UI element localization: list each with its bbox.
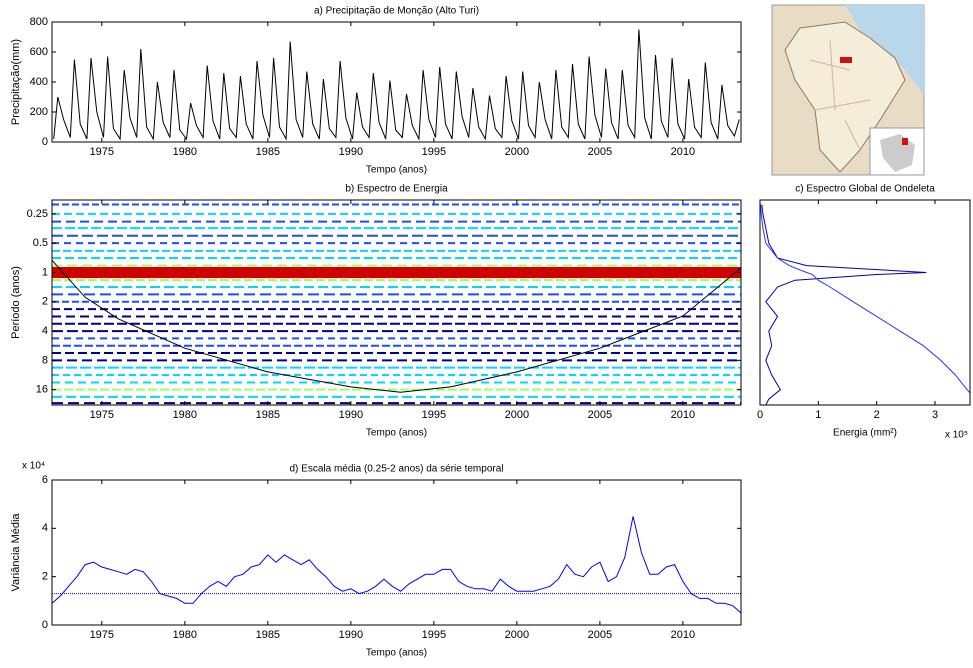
x-axis-label: Tempo (anos) [366,648,427,659]
x-tick-label: 2005 [588,409,612,421]
panel: 1975 1980 1985 1990 1995 2000 2005 2010 0 2 4 6 d) E… [10,461,742,659]
x-multiplier: x 10⁵ [945,430,968,441]
y-tick-label: 0 [42,619,48,631]
y-tick-label: 200 [30,106,48,118]
x-tick-label: 1975 [90,409,114,421]
panel: 0 1 2 3 c) Espectro Global de Ondeleta Energi… [757,184,971,441]
x-tick-label: 1990 [339,146,363,158]
plot-area [52,203,741,405]
y-tick-label: 6 [42,474,48,486]
x-tick-label: 2000 [505,409,529,421]
axes-frame [51,21,742,143]
y-tick-label: 800 [30,16,48,28]
y-tick-label: 0.5 [33,237,48,249]
x-tick-label: 2 [874,409,880,421]
y-tick-label: 0 [42,136,48,148]
x-tick-label: 1985 [256,146,280,158]
axes-frame [759,199,971,406]
x-tick-label: 1975 [90,629,114,641]
x-tick-label: 3 [932,409,938,421]
x-tick-label: 2010 [671,146,695,158]
panel-title: c) Espectro Global de Ondeleta [795,184,935,195]
y-tick-label: 0.25 [27,208,48,220]
x-tick-label: 1995 [422,146,446,158]
x-tick-label: 2000 [505,146,529,158]
panel: 1975 1980 1985 1990 1995 2000 2005 2010 0.25 0.5 1… [10,184,742,439]
x-tick-label: 1980 [173,146,197,158]
y-tick-label: 4 [42,522,48,534]
map-sea [845,5,924,95]
map-borders [809,39,871,151]
x-tick-label: 1990 [339,629,363,641]
x-tick-label: 1990 [339,409,363,421]
x-tick-label: 2010 [671,409,695,421]
spectrum-line [760,204,970,394]
y-tick-label: 600 [30,46,48,58]
spectrum-line [761,204,927,405]
x-tick-label: 1985 [256,629,280,641]
x-axis-label: Tempo (anos) [366,428,427,439]
x-tick-label: 2000 [505,629,529,641]
axes-frame [51,199,742,406]
map-marker [840,57,852,63]
panel-title: a) Precipitação de Monção (Alto Turi) [314,6,479,17]
x-tick-label: 1995 [422,409,446,421]
cone-of-influence [52,259,741,393]
y-multiplier: x 10⁴ [22,461,45,472]
x-tick-label: 1980 [173,629,197,641]
panel: 1975 1980 1985 1990 1995 2000 2005 2010 0 200 400 6… [10,6,742,176]
plot-area [53,29,740,141]
x-tick-label: 2005 [588,629,612,641]
y-axis-label: Precipitação(mm) [10,39,22,125]
x-tick-label: 1975 [90,146,114,158]
y-axis-label: Variância Média [10,513,22,592]
panel-title: d) Escala média (0.25-2 anos) da série t… [290,464,504,475]
y-tick-label: 2 [42,296,48,308]
data-line [52,516,741,614]
plot-area [52,516,741,614]
x-tick-label: 1980 [173,409,197,421]
y-tick-label: 4 [42,325,48,337]
y-tick-label: 8 [42,354,48,366]
x-axis-label: Tempo (anos) [366,165,427,176]
y-tick-label: 2 [42,571,48,583]
x-axis-label: Energia (mm²) [833,428,897,439]
x-tick-label: 0 [757,409,763,421]
x-tick-label: 1985 [256,409,280,421]
axes-frame [51,479,742,626]
y-tick-label: 16 [36,384,48,396]
map-locator-marker [902,138,908,145]
x-tick-label: 1 [815,409,821,421]
x-tick-label: 2010 [671,629,695,641]
panel-title: b) Espectro de Energia [345,184,448,195]
x-tick-label: 1995 [422,629,446,641]
y-tick-label: 1 [42,266,48,278]
map-inset [771,4,925,176]
data-line [53,29,740,141]
x-tick-label: 2005 [588,146,612,158]
y-tick-label: 400 [30,76,48,88]
y-axis-label: Período (anos) [10,266,22,339]
plot-area [760,204,970,405]
